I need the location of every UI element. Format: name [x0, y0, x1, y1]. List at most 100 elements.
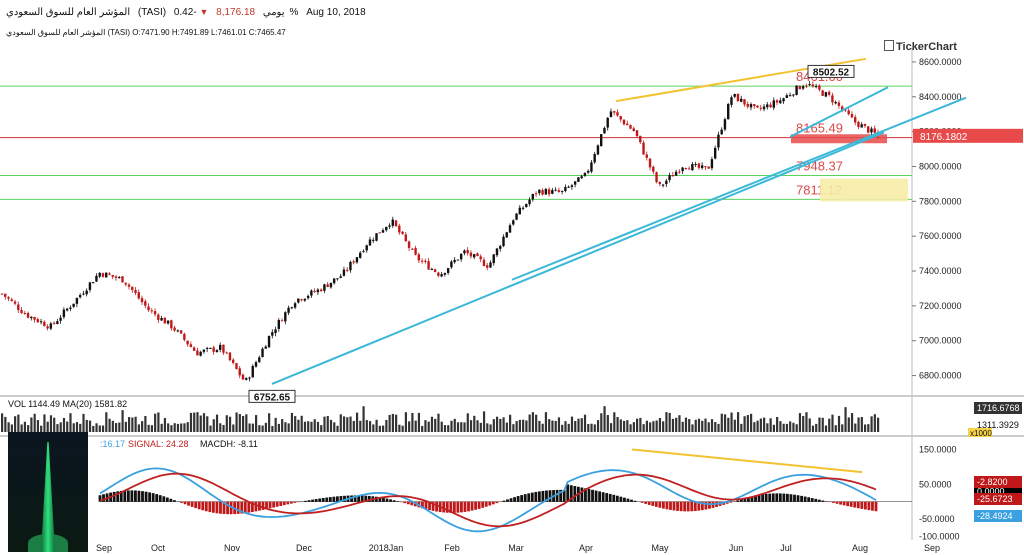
volume-bar — [365, 420, 368, 432]
candle-body — [821, 90, 824, 96]
macd-hist-bar — [704, 501, 708, 510]
candle-body — [782, 98, 785, 102]
volume-bar — [414, 420, 417, 432]
macd-hist-bar — [566, 484, 570, 502]
x-tick-label: Jul — [780, 543, 792, 553]
candle-body — [290, 307, 294, 309]
volume-bar — [1, 413, 4, 432]
y-tick-label: 8600.0000 — [919, 57, 962, 67]
candle-body — [489, 262, 492, 268]
macd-hist-bar — [222, 501, 226, 515]
instrument-symbol: (TASI) — [137, 7, 167, 18]
macd-hist-bar — [771, 493, 775, 502]
candle-body — [590, 162, 593, 172]
chart-period[interactable]: يومي — [262, 7, 285, 18]
volume-bar — [486, 423, 489, 432]
candle-body — [788, 95, 792, 97]
candle-body — [479, 256, 482, 260]
volume-bar — [818, 417, 821, 432]
macd-hist-bar — [856, 501, 860, 509]
candle-body — [499, 246, 502, 249]
macd-hist-bar — [672, 501, 676, 511]
x-tick-label: Jun — [729, 543, 744, 553]
macd-hist-bar — [814, 498, 818, 502]
macd-hist-bar — [460, 501, 463, 513]
macd-hist-bar — [739, 499, 743, 502]
volume-bar — [649, 422, 652, 432]
volume-bar — [131, 417, 134, 432]
candle-body — [202, 349, 206, 352]
volume-bar — [733, 419, 736, 432]
macd-hist-bar — [180, 501, 183, 503]
volume-bar — [196, 412, 199, 432]
volume-bar — [456, 422, 460, 432]
macd-hist-bar — [396, 501, 400, 502]
macd-hist-bar — [548, 490, 552, 502]
volume-bar — [59, 422, 62, 432]
macd-hist-bar — [328, 497, 332, 502]
candle-body — [808, 84, 811, 86]
candle-body — [261, 348, 264, 358]
volume-bar — [85, 419, 88, 432]
macd-hist-bar — [559, 489, 563, 502]
macd-hist-bar — [584, 488, 587, 502]
volume-bar — [515, 421, 518, 432]
candle-body — [157, 314, 160, 320]
candle-body — [518, 207, 521, 215]
macd-hist-bar — [428, 501, 431, 511]
candle-body — [463, 250, 466, 254]
volume-bar — [495, 416, 499, 432]
level-label: 7948.37 — [796, 158, 843, 173]
volume-bar — [512, 424, 515, 432]
candle-body — [150, 310, 153, 312]
candle-body — [95, 275, 98, 282]
candle-body — [661, 184, 665, 186]
volume-bar — [736, 412, 740, 432]
volume-bar — [772, 424, 775, 432]
volume-bar — [469, 420, 473, 432]
macd-hist-bar — [442, 501, 446, 513]
candle-body — [622, 119, 626, 125]
candle-body — [209, 347, 212, 349]
candle-body — [837, 102, 841, 106]
macd-hist-bar — [321, 498, 325, 502]
volume-bar — [160, 423, 163, 432]
candle-body — [818, 85, 821, 90]
macd-hist-bar — [630, 499, 633, 502]
candle-body — [476, 253, 479, 257]
candle-body — [870, 128, 873, 133]
volume-bar — [570, 416, 574, 432]
candle-body — [551, 190, 554, 194]
macd-hist-bar — [385, 498, 389, 502]
volume-bar — [121, 410, 124, 432]
volume-bar — [189, 412, 193, 432]
macd-hist-bar — [775, 493, 779, 502]
volume-bar — [372, 424, 375, 432]
volume-bar — [395, 414, 398, 432]
candle-body — [658, 181, 662, 184]
candle-body — [111, 274, 114, 277]
tickerchart-logo: TickerChart — [884, 40, 957, 53]
candle-body — [59, 317, 62, 321]
macd-hist-bar — [367, 495, 371, 502]
candle-body — [20, 310, 23, 314]
signal-line — [99, 472, 877, 528]
macd-hist-bar — [282, 501, 286, 506]
macd-hist-bar — [463, 501, 467, 512]
candle-body — [512, 220, 515, 225]
macd-hist-bar — [403, 501, 407, 504]
volume-bar — [873, 414, 876, 432]
candle-body — [352, 261, 355, 263]
macd-hist-bar — [226, 501, 229, 515]
candle-body — [43, 321, 46, 327]
volume-bar — [567, 423, 570, 432]
volume-bar — [66, 421, 69, 432]
candle-body — [531, 193, 535, 200]
volume-bar — [108, 418, 111, 432]
macd-hist-bar — [474, 501, 477, 510]
macd-hist-bar — [619, 496, 623, 502]
candle-body — [632, 128, 635, 132]
macd-hist-bar — [729, 501, 733, 503]
macd-hist-bar — [541, 490, 545, 502]
